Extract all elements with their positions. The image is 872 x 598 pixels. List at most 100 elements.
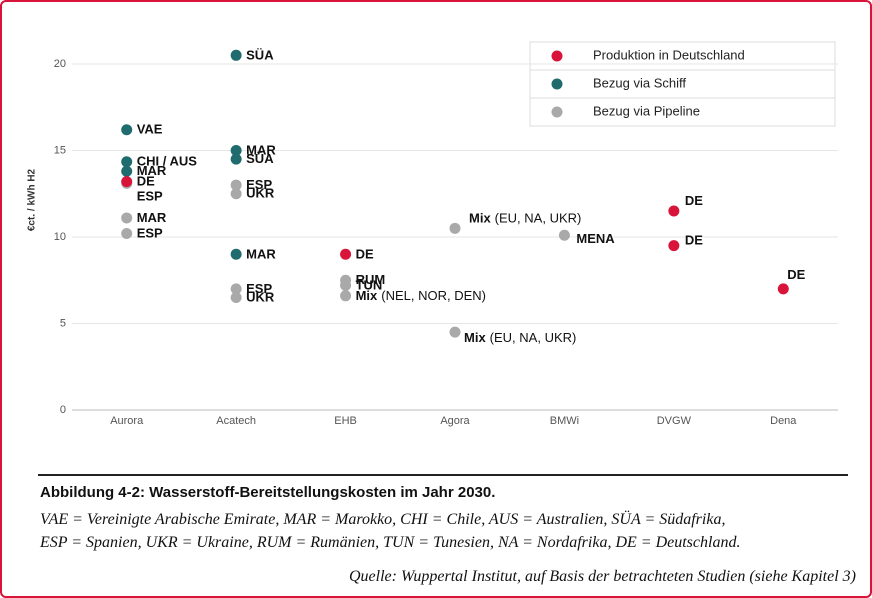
point-label: DE <box>787 267 805 282</box>
point-label-name: Mix <box>469 211 491 226</box>
y-tick-label: 5 <box>60 317 66 329</box>
point-label-name: MAR <box>246 143 276 158</box>
point-label: MAR <box>137 210 167 225</box>
point-label-name: VAE <box>137 122 163 137</box>
data-point <box>340 290 352 302</box>
data-point <box>340 279 352 291</box>
y-tick-label: 10 <box>54 231 66 243</box>
point-label-name: MAR <box>246 247 276 262</box>
point-label: ESP <box>137 226 163 241</box>
data-point <box>121 124 133 136</box>
legend: Produktion in Deutschland Bezug via Schif… <box>529 41 836 127</box>
point-label-name: ESP <box>137 189 163 204</box>
data-point <box>230 283 242 295</box>
data-point <box>230 188 242 200</box>
caption-source: Quelle: Wuppertal Institut, auf Basis de… <box>348 568 856 585</box>
point-label-name: RUM <box>356 273 386 288</box>
caption-rule <box>38 474 848 476</box>
data-point <box>340 248 352 260</box>
point-label: Mix (EU, NA, UKR) <box>464 331 576 346</box>
point-label-name: SÜA <box>246 48 274 63</box>
point-label: SÜA <box>246 152 274 167</box>
data-point <box>668 205 680 217</box>
point-label-name: Mix <box>464 331 486 346</box>
point-label-name: DE <box>356 247 374 262</box>
legend-label: Bezug via Pipeline <box>593 103 700 118</box>
point-label-name: MENA <box>576 232 615 247</box>
x-tick-label: Acatech <box>216 415 256 427</box>
point-label-name: MAR <box>137 210 167 225</box>
point-label: DE <box>685 233 703 248</box>
point-label-name: ESP <box>137 226 163 241</box>
point-label: MAR <box>137 164 167 179</box>
point-label-name: DE <box>137 174 155 189</box>
data-point <box>121 212 133 224</box>
point-label-name: UKR <box>246 290 275 305</box>
caption-line: ESP = Spanien, UKR = Ukraine, RUM = Rumä… <box>40 534 741 551</box>
point-label-detail: (EU, NA, UKR) <box>490 331 577 346</box>
point-label: ESP <box>246 281 272 296</box>
point-label: TUN <box>356 278 383 293</box>
x-tick-label: DVGW <box>657 415 692 427</box>
data-point <box>121 165 133 177</box>
legend-marker <box>551 78 563 90</box>
data-point <box>121 228 133 240</box>
y-tick-label: 0 <box>60 404 66 416</box>
point-label: UKR <box>246 186 275 201</box>
point-label-name: Mix <box>356 288 378 303</box>
point-label: ESP <box>246 178 272 193</box>
caption-title: Abbildung 4-2: Wasserstoff-Bereitstellun… <box>40 484 496 501</box>
point-label: VAE <box>137 122 163 137</box>
legend-box <box>529 41 836 127</box>
point-label-detail: (EU, NA, UKR) <box>495 211 582 226</box>
point-label: CHI / AUS <box>137 154 198 169</box>
point-label-name: DE <box>685 193 703 208</box>
x-tick-label: Aurora <box>110 415 144 427</box>
point-label: ESP <box>137 189 163 204</box>
data-point <box>449 326 461 338</box>
data-point <box>777 283 789 295</box>
data-point <box>449 222 461 234</box>
chart: €ct. / kWh H2 Produktion in Deutschland B… <box>27 41 838 427</box>
point-label: MAR <box>246 143 276 158</box>
point-label-detail: (NEL, NOR, DEN) <box>381 288 486 303</box>
data-point <box>668 240 680 252</box>
legend-marker <box>551 50 563 62</box>
data-point <box>230 144 242 156</box>
point-label: MAR <box>246 247 276 262</box>
point-label: SÜA <box>246 48 274 63</box>
point-label: Mix (EU, NA, UKR) <box>469 211 581 226</box>
point-label-name: DE <box>787 267 805 282</box>
data-point <box>230 248 242 260</box>
data-point <box>230 179 242 191</box>
data-point <box>230 153 242 165</box>
point-label: DE <box>685 193 703 208</box>
point-label: DE <box>356 247 374 262</box>
y-tick-label: 20 <box>54 58 66 70</box>
data-point <box>121 176 133 188</box>
data-point <box>121 156 133 168</box>
point-label-name: CHI / AUS <box>137 154 198 169</box>
point-label-name: ESP <box>246 178 272 193</box>
legend-label: Bezug via Schiff <box>593 75 686 90</box>
y-tick-label: 15 <box>54 144 66 156</box>
point-label-name: UKR <box>246 186 275 201</box>
caption-line: VAE = Vereinigte Arabische Emirate, MAR … <box>40 511 726 528</box>
x-tick-label: Dena <box>770 415 797 427</box>
legend-label: Produktion in Deutschland <box>593 47 745 62</box>
point-label: RUM <box>356 273 386 288</box>
x-tick-label: BMWi <box>550 415 579 427</box>
point-label-name: SÜA <box>246 152 274 167</box>
point-label-name: DE <box>685 233 703 248</box>
x-tick-label: EHB <box>334 415 357 427</box>
point-label-name: TUN <box>356 278 383 293</box>
data-point <box>230 49 242 61</box>
point-label: DE <box>137 174 155 189</box>
point-label-name: MAR <box>137 164 167 179</box>
legend-marker <box>551 106 563 118</box>
point-label: MENA <box>576 232 615 247</box>
point-label: UKR <box>246 290 275 305</box>
point-label-name: ESP <box>246 281 272 296</box>
